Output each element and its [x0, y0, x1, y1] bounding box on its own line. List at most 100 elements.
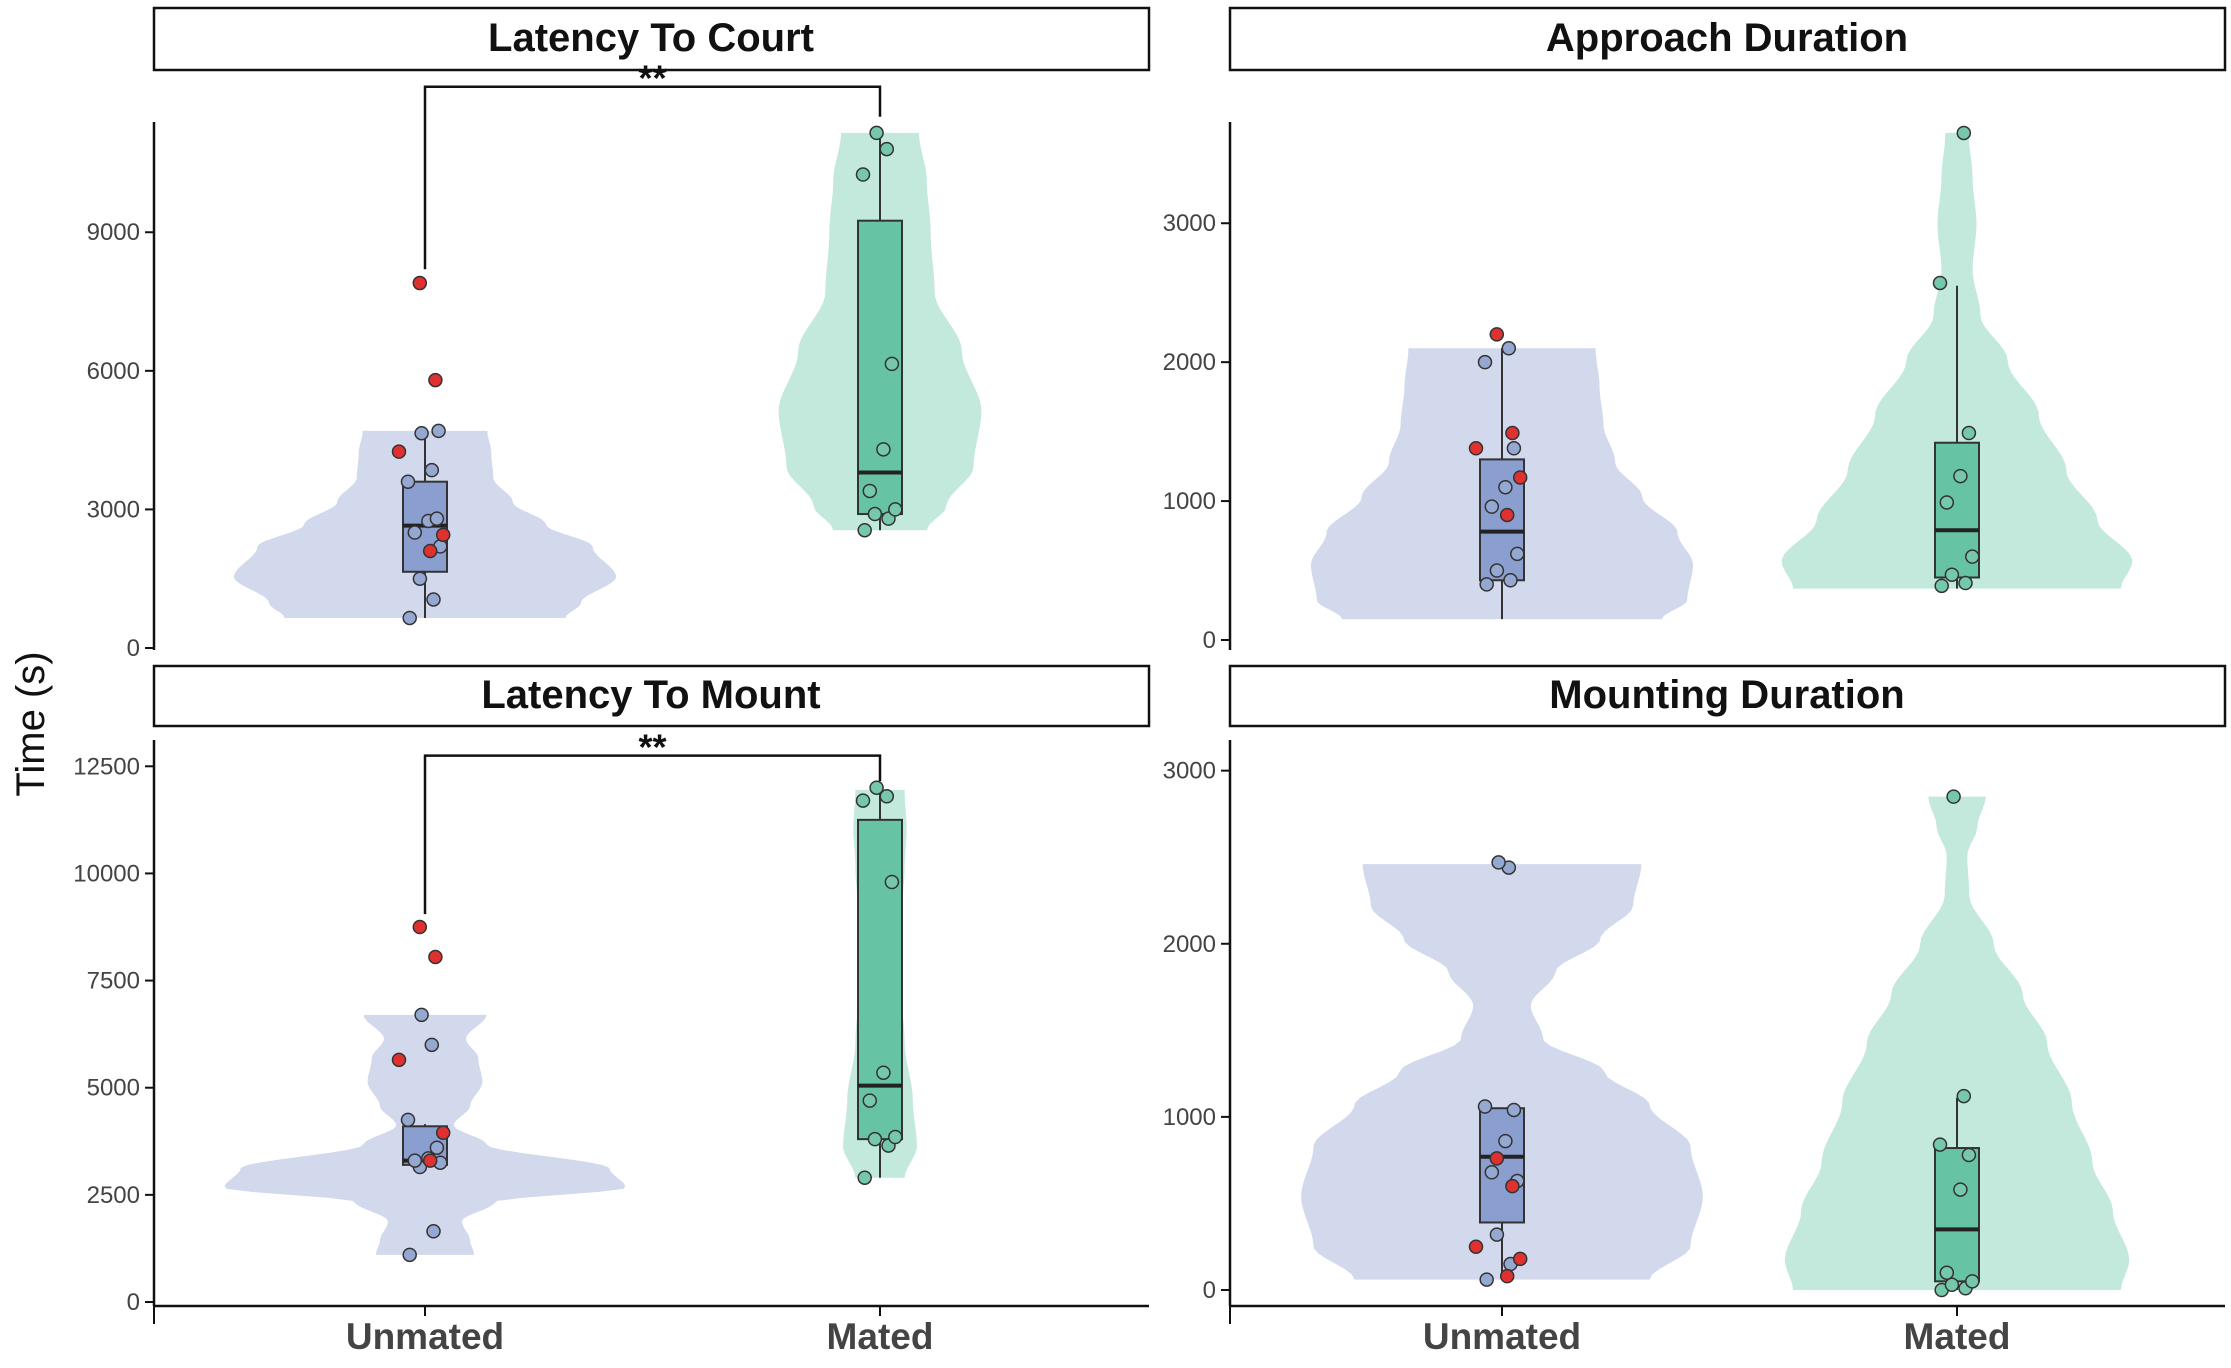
point-latency-to-mount-mated-3	[888, 1129, 903, 1145]
panel-latency-to-mount: Latency To Mount 0 2500 5000 7500 10000 12500…	[73, 664, 1151, 1324]
y-tick-label-latency-to-mount-1: 2500	[87, 1182, 140, 1209]
point-approach-duration-mated-6	[1961, 425, 1977, 441]
point-mounting-duration-unmated-7	[1477, 1099, 1493, 1114]
point-latency-to-court-mated-9	[869, 125, 884, 141]
point-latency-to-court-mated-5	[876, 442, 891, 457]
y-tick-label-latency-to-court-0: 0	[127, 635, 140, 662]
highlight-point-approach-duration-unmated-0	[1499, 507, 1515, 523]
y-tick-label-mounting-duration-3: 3000	[1163, 758, 1216, 785]
point-mounting-duration-unmated-6	[1506, 1102, 1522, 1118]
point-latency-to-mount-unmated-4	[407, 1153, 423, 1168]
highlight-point-latency-to-mount-unmated-1	[435, 1125, 451, 1140]
point-latency-to-court-unmated-7	[400, 474, 416, 489]
y-tick-label-mounting-duration-1: 1000	[1163, 1104, 1216, 1131]
point-latency-to-court-mated-6	[884, 356, 900, 372]
highlight-point-latency-to-mount-unmated-2	[391, 1052, 407, 1068]
point-approach-duration-unmated-3	[1510, 546, 1525, 562]
point-latency-to-mount-unmated-1	[426, 1224, 441, 1239]
highlight-point-mounting-duration-unmated-4	[1489, 1151, 1505, 1166]
point-latency-to-court-unmated-0	[402, 610, 417, 626]
point-approach-duration-unmated-6	[1506, 441, 1522, 456]
significance-bracket-latency-to-mount	[423, 754, 882, 915]
y-tick-label-mounting-duration-2: 2000	[1163, 931, 1216, 958]
point-latency-to-court-unmated-9	[414, 425, 429, 441]
box-latency-to-mount-mated	[857, 818, 903, 1141]
point-latency-to-mount-mated-6	[884, 874, 900, 890]
significance-label-latency-to-court: **	[638, 58, 666, 99]
point-mounting-duration-unmated-5	[1498, 1133, 1513, 1149]
point-mounting-duration-mated-5	[1953, 1182, 1968, 1197]
point-mounting-duration-mated-8	[1956, 1088, 1972, 1104]
point-latency-to-mount-mated-5	[876, 1065, 891, 1080]
strip-latency-to-mount	[152, 664, 1151, 728]
point-approach-duration-mated-5	[1953, 468, 1968, 484]
highlight-point-latency-to-court-unmated-3	[428, 372, 443, 388]
violin-mounting-duration-mated	[1784, 796, 2130, 1290]
point-mounting-duration-mated-7	[1932, 1137, 1948, 1152]
highlight-point-mounting-duration-unmated-1	[1512, 1251, 1528, 1267]
highlight-point-latency-to-court-unmated-1	[435, 527, 451, 543]
panel-title-approach-duration: Approach Duration	[1546, 16, 1908, 60]
point-latency-to-mount-mated-7	[855, 793, 871, 808]
highlight-point-approach-duration-unmated-4	[1489, 327, 1505, 342]
highlight-point-latency-to-mount-unmated-4	[412, 919, 428, 935]
point-approach-duration-unmated-7	[1477, 354, 1493, 370]
y-tick-label-latency-to-mount-4: 10000	[73, 860, 140, 887]
highlight-point-latency-to-court-unmated-0	[422, 543, 438, 559]
point-latency-to-mount-mated-8	[879, 789, 895, 804]
significance-label-latency-to-mount: **	[638, 727, 666, 768]
point-mounting-duration-mated-6	[1961, 1147, 1977, 1163]
significance-bracket-latency-to-court	[423, 85, 882, 270]
point-approach-duration-unmated-1	[1503, 573, 1518, 588]
point-latency-to-mount-unmated-9	[414, 1007, 429, 1023]
point-latency-to-mount-unmated-6	[429, 1140, 445, 1155]
panel-title-latency-to-mount: Latency To Mount	[481, 673, 820, 717]
point-latency-to-court-mated-4	[862, 483, 878, 499]
highlight-point-mounting-duration-unmated-0	[1499, 1268, 1515, 1284]
y-tick-label-approach-duration-2: 2000	[1163, 349, 1216, 376]
point-latency-to-court-mated-8	[879, 141, 895, 157]
highlight-point-latency-to-court-unmated-2	[391, 444, 407, 459]
y-tick-label-approach-duration-1: 1000	[1163, 488, 1216, 515]
point-latency-to-court-unmated-8	[424, 462, 440, 478]
point-mounting-duration-mated-4	[1939, 1265, 1955, 1280]
point-mounting-duration-mated-9	[1946, 789, 1961, 804]
y-tick-label-approach-duration-0: 0	[1203, 627, 1216, 654]
point-approach-duration-unmated-2	[1489, 563, 1505, 578]
point-approach-duration-mated-0	[1934, 578, 1949, 594]
point-latency-to-court-unmated-4	[407, 525, 423, 540]
point-latency-to-mount-unmated-0	[402, 1247, 417, 1263]
highlight-point-approach-duration-unmated-2	[1468, 441, 1484, 456]
strip-mounting-duration	[1228, 664, 2227, 728]
point-latency-to-mount-mated-0	[857, 1170, 872, 1185]
highlight-point-mounting-duration-unmated-2	[1468, 1239, 1484, 1254]
plot-area-approach-duration: 0 1000 2000 3000	[1163, 122, 2133, 654]
x-tick-label-unmated-left: Unmated	[346, 1316, 504, 1357]
y-tick-label-latency-to-court-3: 9000	[87, 219, 140, 246]
strip-approach-duration	[1228, 6, 2227, 72]
highlight-point-approach-duration-unmated-3	[1505, 425, 1520, 441]
point-approach-duration-mated-1	[1958, 575, 1973, 591]
x-tick-label-mated-right: Mated	[1904, 1316, 2011, 1357]
highlight-point-mounting-duration-unmated-3	[1505, 1178, 1520, 1194]
y-tick-label-mounting-duration-0: 0	[1203, 1277, 1216, 1304]
point-approach-duration-unmated-4	[1484, 499, 1500, 514]
point-latency-to-mount-mated-2	[867, 1131, 883, 1147]
strip-latency-to-court	[152, 6, 1151, 72]
x-tick-label-unmated-right: Unmated	[1423, 1316, 1581, 1357]
point-approach-duration-unmated-0	[1479, 577, 1494, 592]
point-mounting-duration-unmated-4	[1484, 1165, 1500, 1180]
highlight-point-approach-duration-unmated-1	[1512, 470, 1528, 485]
y-tick-label-latency-to-mount-0: 0	[127, 1289, 140, 1316]
point-latency-to-court-mated-2	[867, 506, 883, 522]
point-approach-duration-mated-3	[1965, 549, 1980, 564]
panel-title-latency-to-court: Latency To Court	[488, 16, 814, 60]
panel-title-mounting-duration: Mounting Duration	[1549, 673, 1904, 717]
plot-area-mounting-duration: 0 1000 2000 3000	[1163, 740, 2225, 1324]
point-mounting-duration-mated-2	[1944, 1277, 1960, 1293]
point-latency-to-court-unmated-2	[412, 571, 428, 586]
x-tick-label-mated-left: Mated	[827, 1316, 934, 1357]
panel-latency-to-court: Latency To Court 0 3000 6000 9000 **	[87, 6, 1151, 662]
y-tick-label-latency-to-mount-5: 12500	[73, 753, 140, 780]
